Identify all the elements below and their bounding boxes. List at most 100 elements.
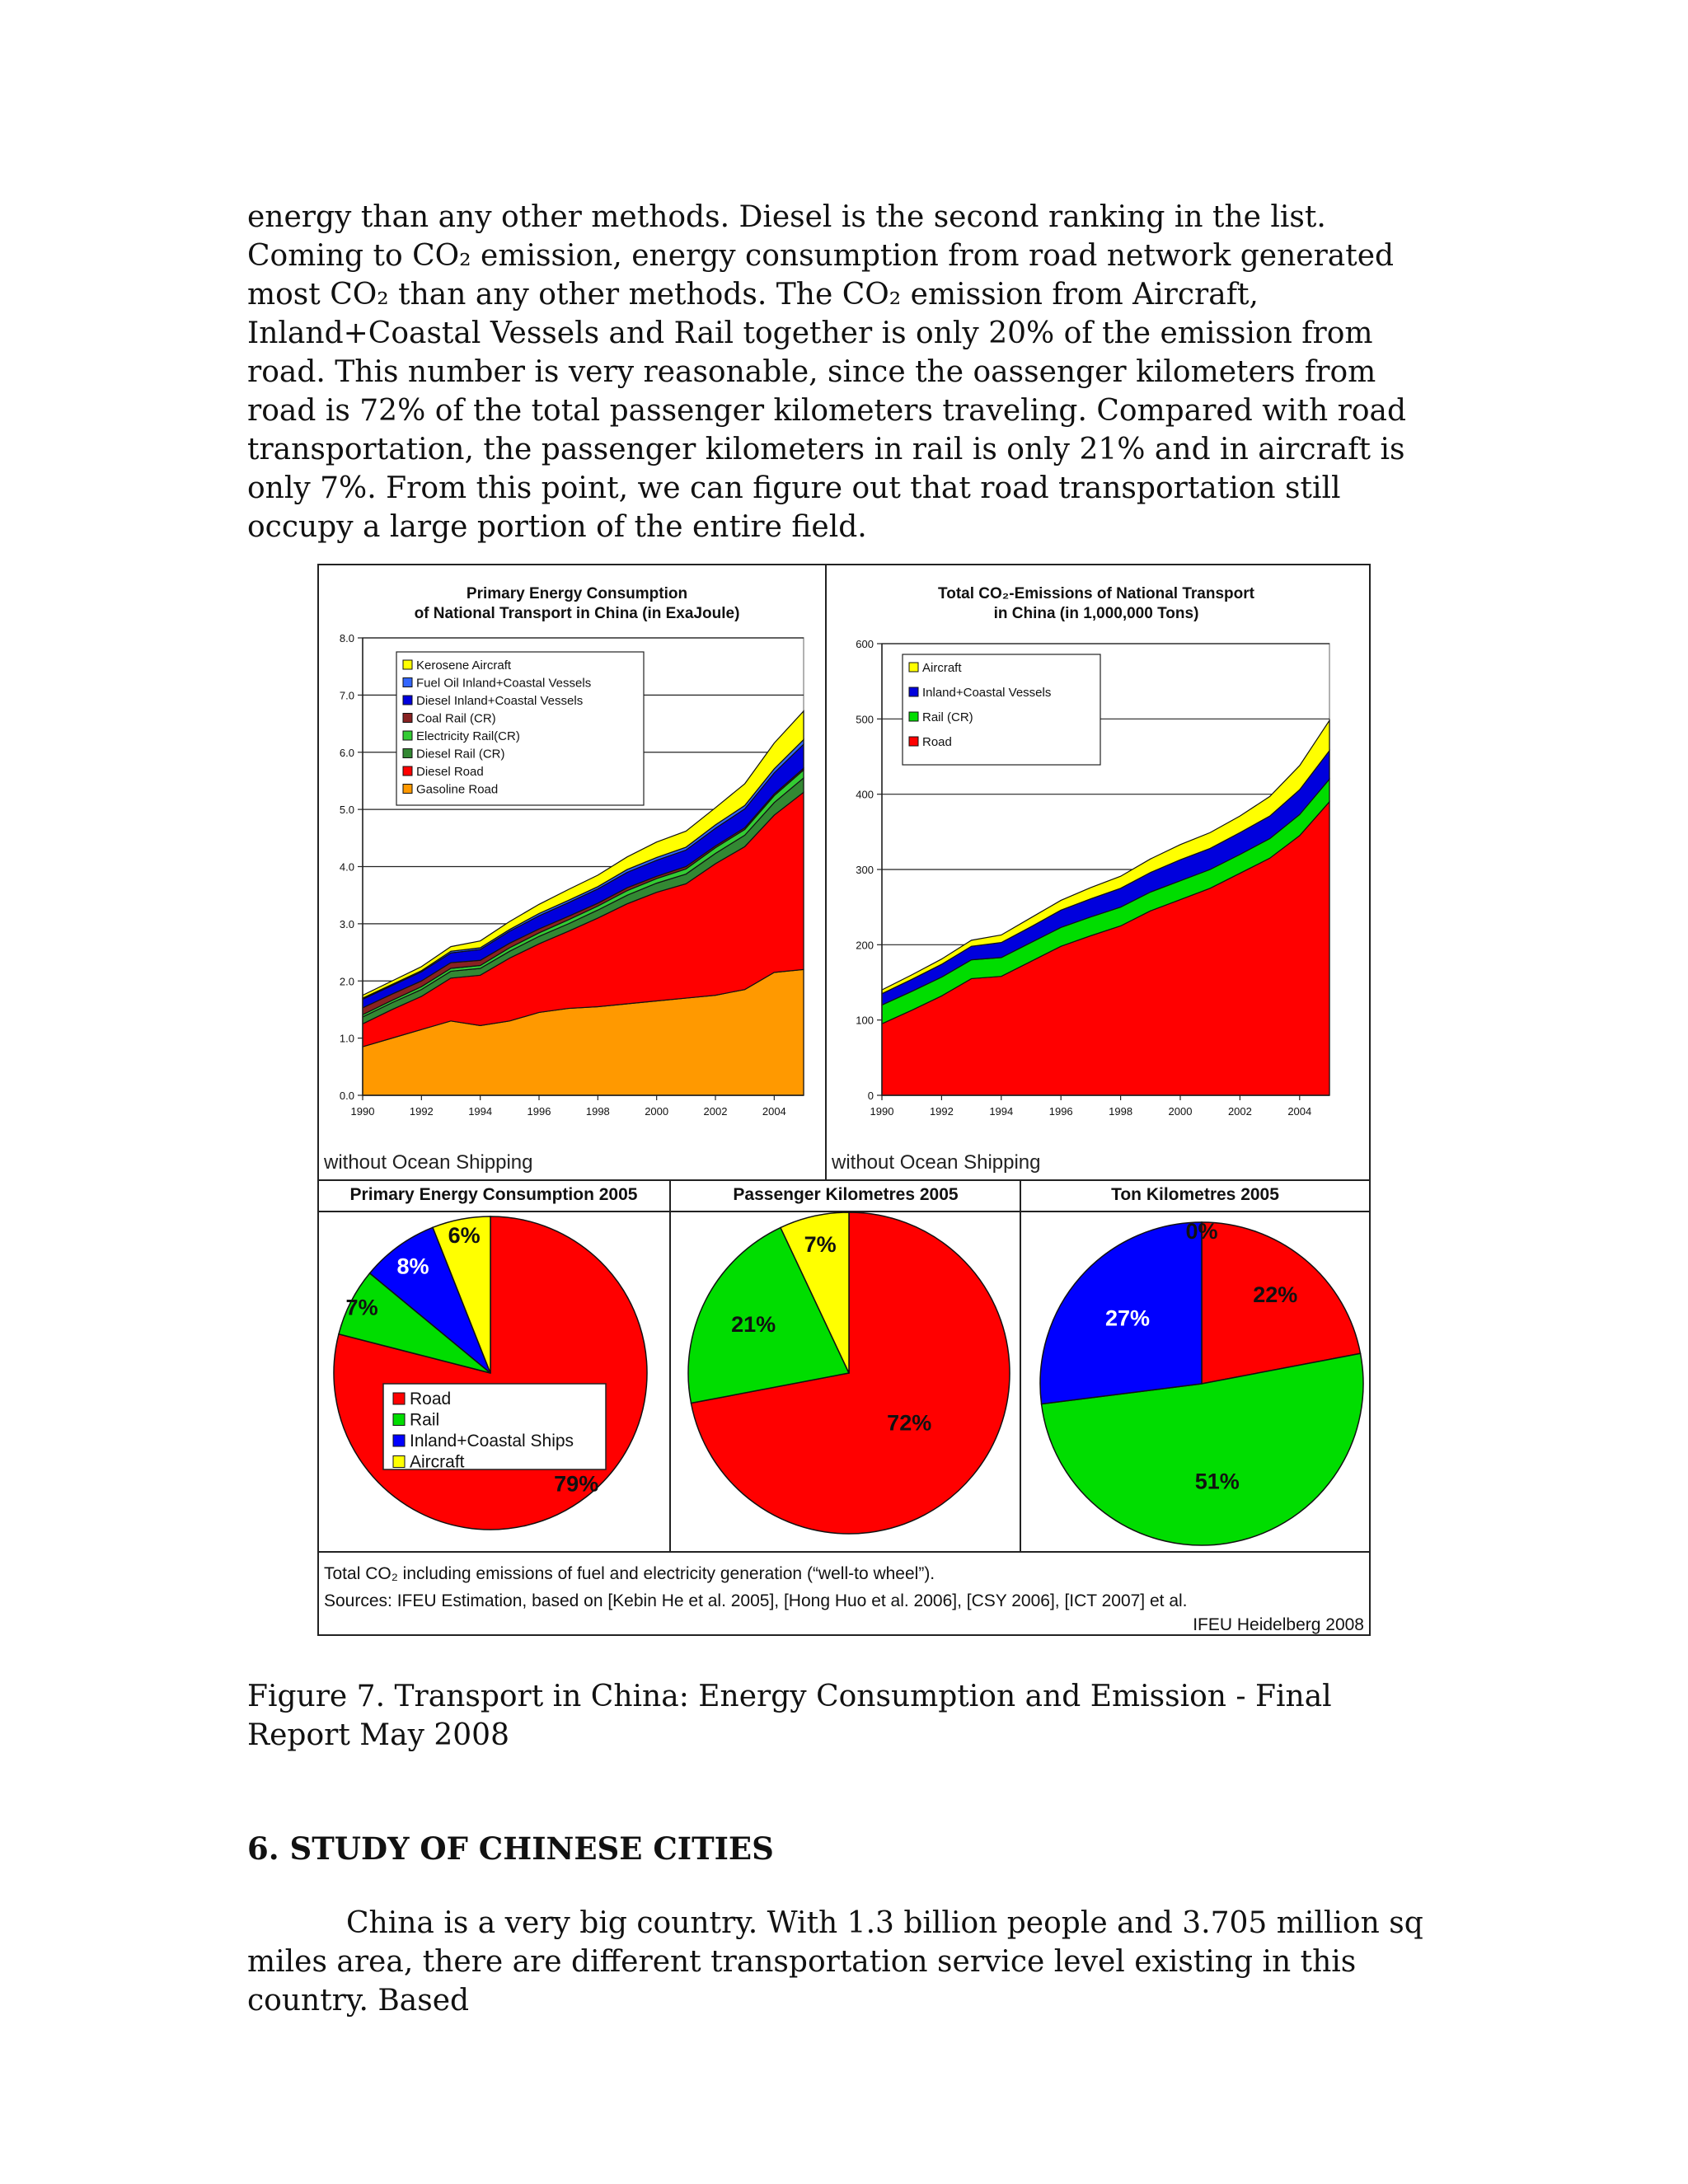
chart2-legend-label: Road xyxy=(922,735,952,749)
chart1-legend-swatch xyxy=(402,677,413,687)
chart1-legend-swatch xyxy=(402,730,413,741)
body-paragraph: energy than any other methods. Diesel is… xyxy=(247,198,1442,546)
chart1-ytick-label: 4.0 xyxy=(340,861,354,874)
chart1-legend-label: Electricity Rail(CR) xyxy=(416,729,520,743)
chart1-xtick-label: 1992 xyxy=(410,1105,434,1118)
pie-legend: Road Rail Inland+Coastal Ships Aircraft xyxy=(382,1383,607,1472)
chart1-legend-swatch xyxy=(402,695,413,705)
chart2-legend-swatch xyxy=(908,736,919,747)
chart1-series-kerosene-aircraft xyxy=(362,710,804,1000)
chart1-legend-label: Coal Rail (CR) xyxy=(416,712,496,726)
chart1-legend-swatch xyxy=(402,659,413,670)
chart1-xtick-label: 1994 xyxy=(468,1105,492,1118)
pie2-slice-label: 7% xyxy=(804,1232,837,1257)
intro-paragraph: China is a very big country. With 1.3 bi… xyxy=(247,1904,1442,2020)
energy-consumption-area-chart: Primary Energy Consumption of National Tr… xyxy=(340,585,804,1118)
chart2-legend-swatch xyxy=(908,687,919,697)
chart1-ytick-label: 2.0 xyxy=(340,975,354,987)
chart2-ytick-label: 100 xyxy=(856,1015,874,1027)
footer-credit: IFEU Heidelberg 2008 xyxy=(1193,1615,1364,1634)
pie3-slice-label: 0% xyxy=(1185,1219,1217,1244)
chart2-xtick-label: 2004 xyxy=(1287,1105,1311,1118)
chart1-ytick-label: 3.0 xyxy=(340,918,354,930)
pie2-slice-label: 72% xyxy=(887,1411,931,1436)
chart2-ytick-label: 0 xyxy=(868,1090,874,1102)
chart2-legend: Aircraft Inland+Coastal Vessels Rail (CR) R… xyxy=(902,654,1101,766)
note-without-ocean-shipping-right: without Ocean Shipping xyxy=(831,1151,1041,1174)
pie-legend-swatch xyxy=(392,1413,406,1426)
pie2-title: Passenger Kilometres 2005 xyxy=(733,1185,958,1204)
intro-paragraph-text: China is a very big country. With 1.3 bi… xyxy=(247,1906,1423,2018)
pie-passenger-km-2005: Passenger Kilometres 2005 72% 21% 7% xyxy=(687,1185,1010,1535)
chart1-ytick-label: 8.0 xyxy=(340,632,354,644)
chart2-legend-label: Rail (CR) xyxy=(922,710,973,724)
pie3-slice-label: 22% xyxy=(1253,1282,1297,1307)
chart2-title-line-0: Total CO₂-Emissions of National Transpor… xyxy=(938,585,1255,602)
chart2-legend-label: Inland+Coastal Vessels xyxy=(922,686,1051,700)
pie-legend-label: Rail xyxy=(410,1411,439,1430)
chart1-xtick-label: 2002 xyxy=(704,1105,728,1118)
pie2-slice-rail xyxy=(687,1226,851,1404)
pie-legend-box xyxy=(382,1383,607,1470)
chart2-xtick-label: 1994 xyxy=(989,1105,1013,1118)
chart1-ytick-label: 0.0 xyxy=(340,1090,354,1102)
pie1-slice-label: 79% xyxy=(554,1471,598,1496)
chart1-legend-swatch xyxy=(402,748,413,758)
figure-svg: Primary Energy Consumption of National Tr… xyxy=(317,564,1371,1636)
chart1-xtick-label: 1998 xyxy=(586,1105,610,1118)
pie-legend-label: Road xyxy=(410,1390,451,1408)
chart2-ytick-label: 600 xyxy=(856,638,874,650)
pie3-slice-road xyxy=(1201,1221,1362,1385)
chart1-legend-label: Kerosene Aircraft xyxy=(416,658,512,673)
chart1-legend-label: Diesel Road xyxy=(416,765,484,779)
chart2-xtick-label: 1990 xyxy=(870,1105,894,1118)
chart1-legend-swatch xyxy=(402,713,413,723)
pie3-slice-label: 27% xyxy=(1105,1306,1150,1331)
chart1-legend: Kerosene Aircraft Fuel Oil Inland+Coastal… xyxy=(396,651,645,806)
figure-caption: Figure 7. Transport in China: Energy Con… xyxy=(247,1677,1442,1755)
chart2-legend-box xyxy=(902,654,1101,766)
chart1-legend-swatch xyxy=(402,784,413,794)
pie1-title: Primary Energy Consumption 2005 xyxy=(350,1185,638,1204)
chart2-ytick-label: 300 xyxy=(856,864,874,876)
chart1-xtick-label: 2000 xyxy=(645,1105,668,1118)
pie-legend-label: Inland+Coastal Ships xyxy=(410,1432,574,1451)
chart2-legend-swatch xyxy=(908,662,919,673)
chart2-series-aircraft xyxy=(881,719,1330,995)
pie3-title: Ton Kilometres 2005 xyxy=(1111,1185,1279,1204)
pie3-slice-inland-coastal-ships xyxy=(1039,1221,1203,1405)
chart1-ytick-label: 6.0 xyxy=(340,747,354,759)
section-heading: 6. STUDY OF CHINESE CITIES xyxy=(247,1830,1442,1868)
pie-ton-km-2005: Ton Kilometres 2005 22% 51% 27% 0% xyxy=(1039,1185,1364,1546)
section-heading-text: 6. STUDY OF CHINESE CITIES xyxy=(247,1830,774,1867)
pie-legend-swatch xyxy=(392,1392,406,1405)
pie1-slice-inland-coastal-ships xyxy=(368,1226,491,1374)
chart2-xtick-label: 1998 xyxy=(1109,1105,1132,1118)
footer-sources: Sources: IFEU Estimation, based on [Kebi… xyxy=(324,1591,1188,1610)
chart1-legend-box xyxy=(396,651,645,806)
chart2-xtick-label: 2002 xyxy=(1228,1105,1252,1118)
pie1-slice-aircraft xyxy=(432,1216,491,1374)
footer-co2-note: Total CO₂ including emissions of fuel an… xyxy=(324,1564,935,1583)
pie3-slice-rail xyxy=(1040,1352,1364,1546)
chart1-legend-label: Fuel Oil Inland+Coastal Vessels xyxy=(416,677,591,691)
pie1-slice-label: 7% xyxy=(346,1296,378,1320)
pie-legend-swatch xyxy=(392,1455,406,1468)
pie3-slice-label: 51% xyxy=(1195,1469,1240,1494)
chart1-xtick-label: 2004 xyxy=(762,1105,786,1118)
chart1-legend-label: Gasoline Road xyxy=(416,783,498,797)
note-without-ocean-shipping-left: without Ocean Shipping xyxy=(323,1151,533,1174)
chart2-legend-label: Aircraft xyxy=(922,661,962,675)
chart2-ytick-label: 400 xyxy=(856,789,874,801)
pie2-slice-road xyxy=(690,1212,1010,1535)
chart1-ytick-label: 7.0 xyxy=(340,689,354,701)
chart2-xtick-label: 1992 xyxy=(930,1105,954,1118)
pie1-slice-label: 8% xyxy=(396,1254,429,1279)
chart1-title-line-1: of National Transport in China (in ExaJo… xyxy=(415,605,740,622)
chart1-legend-swatch xyxy=(402,766,413,776)
body-paragraph-text: energy than any other methods. Diesel is… xyxy=(247,200,1407,544)
chart2-ytick-label: 200 xyxy=(856,939,874,951)
chart1-xtick-label: 1990 xyxy=(351,1105,375,1118)
pie2-slice-label: 21% xyxy=(731,1312,776,1337)
chart2-ytick-label: 500 xyxy=(856,713,874,725)
